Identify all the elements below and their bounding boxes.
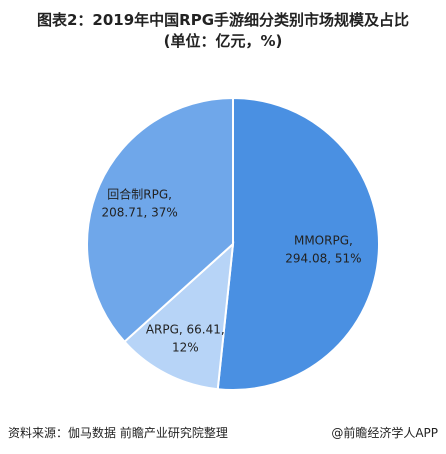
label-mmorpg: MMORPG, 294.08, 51% bbox=[285, 234, 361, 266]
slice-turn-based-rpg bbox=[86, 96, 234, 344]
label-arpg: ARPG, 66.41, 12% bbox=[146, 323, 225, 355]
label-turn-based-rpg: 回合制RPG, 208.71, 37% bbox=[101, 186, 177, 219]
chart-title: 图表2：2019年中国RPG手游细分类别市场规模及占比 (单位：亿元，%) bbox=[0, 10, 446, 52]
slice-arpg bbox=[123, 241, 235, 391]
chart-title-line2: (单位：亿元，%) bbox=[163, 32, 283, 50]
chart-title-line1: 图表2：2019年中国RPG手游细分类别市场规模及占比 bbox=[36, 11, 410, 29]
source-note: 资料来源：伽马数据 前瞻产业研究院整理 bbox=[8, 426, 228, 440]
brand-credit: @前瞻经济学人APP bbox=[331, 426, 438, 440]
slice-mmorpg bbox=[216, 96, 380, 391]
